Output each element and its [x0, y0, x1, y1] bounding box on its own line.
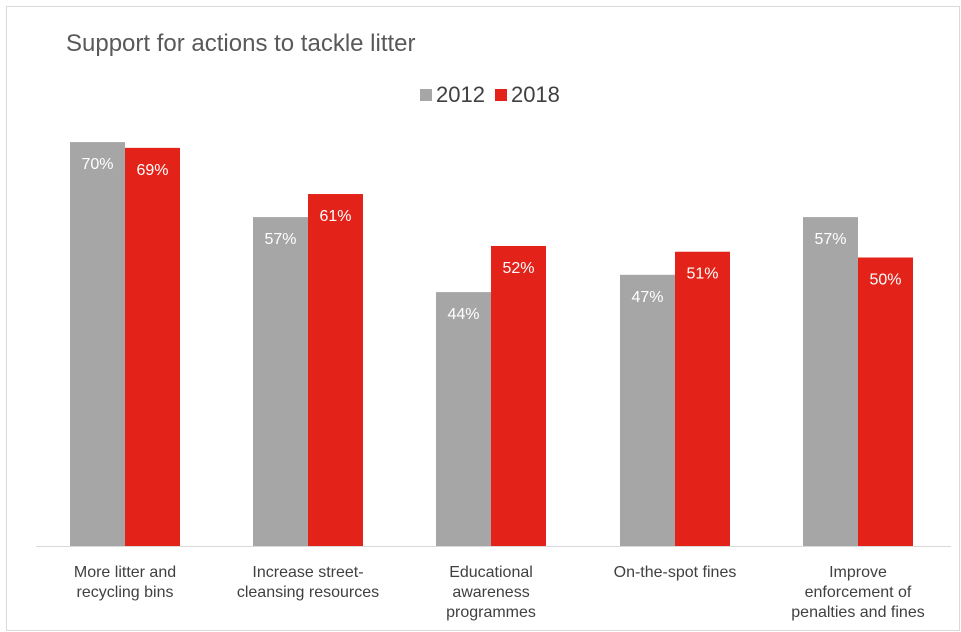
- category-label-more-litter-and-recycling-bins: More litter and recycling bins: [74, 564, 176, 601]
- bar-2018-more-litter-and-recycling-bins: [125, 147, 180, 546]
- category-label-line: enforcement of: [805, 584, 912, 601]
- category-label-increase-street-cleansing-resources: Increase street-cleansing resources: [237, 564, 379, 601]
- data-label-2018-increase-street-cleansing-resources: 61%: [319, 208, 351, 225]
- data-label-2012-improve-enforcement-of-penalties-and-fines: 57%: [814, 231, 846, 248]
- data-label-2012-increase-street-cleansing-resources: 57%: [264, 231, 296, 248]
- bar-2018-improve-enforcement-of-penalties-and-fines: [858, 257, 913, 546]
- category-label-line: awareness: [452, 584, 529, 601]
- bar-2012-on-the-spot-fines: [620, 274, 675, 546]
- data-label-2018-on-the-spot-fines: 51%: [686, 266, 718, 283]
- category-label-line: recycling bins: [77, 584, 174, 601]
- bar-2012-improve-enforcement-of-penalties-and-fines: [803, 217, 858, 547]
- category-label-line: Improve: [829, 564, 887, 581]
- category-label-line: penalties and fines: [791, 604, 924, 621]
- data-label-2018-educational-awareness-programmes: 52%: [502, 260, 534, 277]
- data-label-2018-more-litter-and-recycling-bins: 69%: [136, 162, 168, 179]
- data-label-2018-improve-enforcement-of-penalties-and-fines: 50%: [869, 272, 901, 289]
- bar-2018-educational-awareness-programmes: [491, 245, 546, 546]
- legend-swatch-2012: [420, 89, 432, 101]
- bar-2018-increase-street-cleansing-resources: [308, 194, 363, 546]
- category-label-line: On-the-spot fines: [614, 564, 737, 581]
- legend-entry-2012: 2012: [420, 82, 485, 108]
- legend-label-2018: 2018: [510, 82, 560, 107]
- data-label-2012-more-litter-and-recycling-bins: 70%: [81, 156, 113, 173]
- bar-2018-on-the-spot-fines: [675, 251, 730, 547]
- category-label-line: More litter and: [74, 564, 176, 581]
- chart-frame: [6, 6, 960, 631]
- legend-entry-2018: 2018: [494, 82, 560, 108]
- chart-legend: 2012 2018: [420, 82, 570, 108]
- chart-title: Support for actions to tackle litter: [66, 30, 416, 57]
- data-label-2012-on-the-spot-fines: 47%: [631, 289, 663, 306]
- category-label-educational-awareness-programmes: Educational awareness programmes: [446, 564, 536, 621]
- category-label-line: Educational: [449, 564, 533, 581]
- data-label-2012-educational-awareness-programmes: 44%: [447, 306, 479, 323]
- category-label-improve-enforcement-of-penalties-and-fines: Improve enforcement of penalties and fines: [791, 564, 924, 621]
- category-label-line: Increase street-: [252, 564, 363, 581]
- category-label-line: cleansing resources: [237, 584, 379, 601]
- legend-label-2012: 2012: [436, 82, 485, 107]
- category-label-on-the-spot-fines: On-the-spot fines: [614, 564, 737, 581]
- legend-swatch-2018: [494, 89, 507, 101]
- category-label-line: programmes: [446, 604, 536, 621]
- bar-2012-more-litter-and-recycling-bins: [70, 142, 125, 546]
- bar-2012-educational-awareness-programmes: [436, 292, 491, 546]
- bar-2012-increase-street-cleansing-resources: [253, 217, 308, 547]
